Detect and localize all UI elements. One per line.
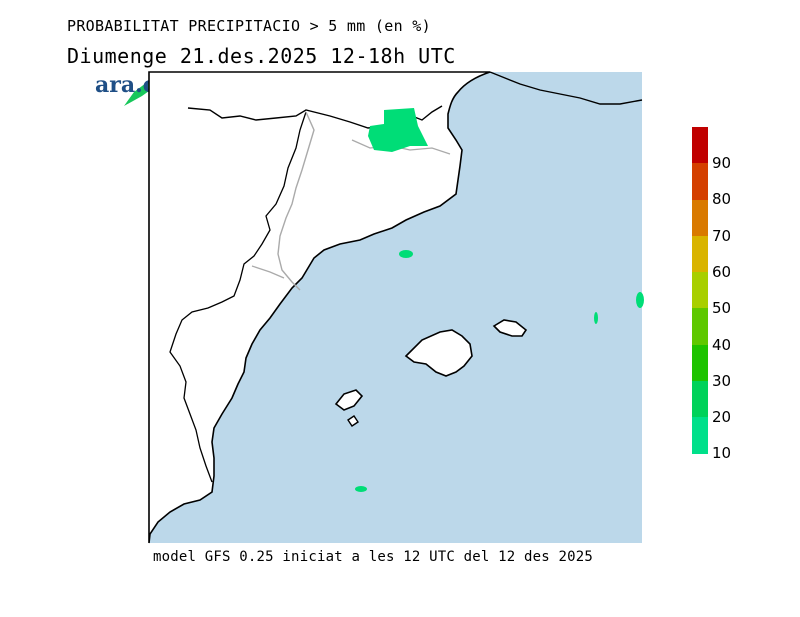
legend-label: 90 [712, 154, 732, 172]
legend-color-swatch [692, 272, 708, 309]
region-border [169, 111, 307, 483]
rain-area-pyrenees [368, 108, 428, 152]
legend-label: 60 [712, 262, 732, 281]
island-mallorca [404, 329, 473, 377]
legend-label: 50 [712, 299, 732, 318]
legend-colorbar [692, 127, 708, 454]
legend-color-swatch [692, 235, 708, 273]
island-formentera [347, 415, 359, 427]
rain-spot-south [355, 486, 367, 492]
catalonia-border [277, 111, 315, 291]
legend-label: 80 [712, 190, 732, 209]
legend-color-swatch [692, 199, 708, 236]
coast-east-top [489, 71, 643, 105]
legend-label: 10 [712, 444, 732, 463]
model-info-footer: model GFS 0.25 iniciat a les 12 UTC del … [153, 549, 594, 565]
legend-color-swatch [692, 127, 708, 164]
island-menorca [492, 319, 528, 337]
legend-label: 40 [712, 335, 732, 354]
land-mainland [148, 71, 491, 544]
legend-label: 30 [712, 371, 732, 390]
legend-color-swatch [692, 344, 708, 382]
rain-spot-edge [636, 292, 644, 308]
rain-spot-sea [399, 250, 413, 258]
map-subtitle: Diumenge 21.des.2025 12-18h UTC [67, 44, 456, 68]
legend-color-swatch [692, 381, 708, 418]
rain-spot-east [594, 312, 598, 324]
legend-label: 20 [712, 408, 732, 427]
legend-color-swatch [692, 308, 708, 345]
legend-color-swatch [692, 417, 708, 454]
legend-color-swatch [692, 163, 708, 200]
island-ibiza [334, 389, 364, 411]
legend-label: 70 [712, 226, 732, 245]
map-title: PROBABILITAT PRECIPITACIO > 5 mm (en %) [67, 17, 431, 35]
